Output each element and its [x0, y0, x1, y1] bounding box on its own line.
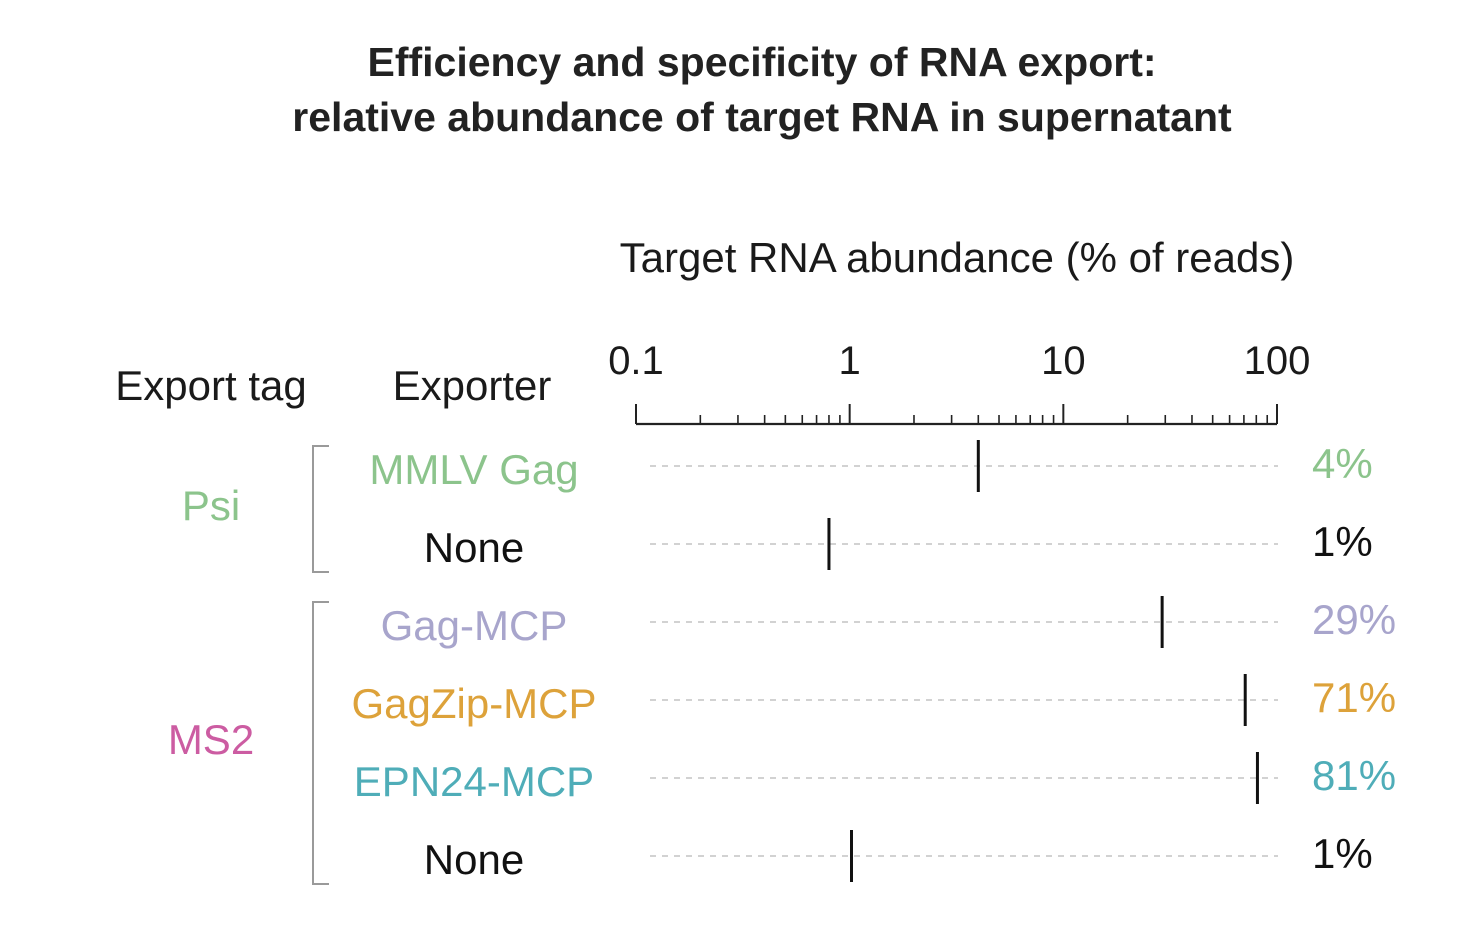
exporter-label: Gag-MCP	[381, 602, 568, 649]
tick-label: 100	[1244, 339, 1311, 383]
tick-label: 0.1	[608, 339, 664, 383]
value-label: 4%	[1312, 440, 1373, 487]
exporter-label: None	[424, 524, 524, 571]
value-label: 1%	[1312, 518, 1373, 565]
exporter-label: GagZip-MCP	[351, 680, 596, 727]
group-bracket	[312, 445, 329, 573]
x-axis-title: Target RNA abundance (% of reads)	[620, 234, 1295, 281]
exporter-header: Exporter	[393, 362, 552, 409]
exporter-label: None	[424, 836, 524, 883]
export-tag-label: MS2	[168, 716, 254, 763]
chart-title-line-2: relative abundance of target RNA in supe…	[292, 94, 1232, 140]
export-tag-groups: Psi MS2	[168, 445, 329, 885]
exporter-label: EPN24-MCP	[354, 758, 594, 805]
tick-label: 1	[839, 339, 861, 383]
value-label: 81%	[1312, 752, 1396, 799]
export-tag-header: Export tag	[115, 362, 306, 409]
exporter-label: MMLV Gag	[369, 446, 578, 493]
tick-label: 10	[1041, 339, 1086, 383]
x-axis: 0.1 1 10 100	[608, 339, 1311, 426]
value-label: 1%	[1312, 830, 1373, 877]
group-bracket	[312, 601, 329, 885]
export-tag-label: Psi	[182, 482, 240, 529]
chart-rows: MMLV Gag 4% None 1% Gag-MCP 29% GagZip-MCP 71% E…	[351, 440, 1396, 883]
value-label: 29%	[1312, 596, 1396, 643]
chart-title-line-1: Efficiency and specificity of RNA export…	[367, 39, 1156, 85]
value-label: 71%	[1312, 674, 1396, 721]
